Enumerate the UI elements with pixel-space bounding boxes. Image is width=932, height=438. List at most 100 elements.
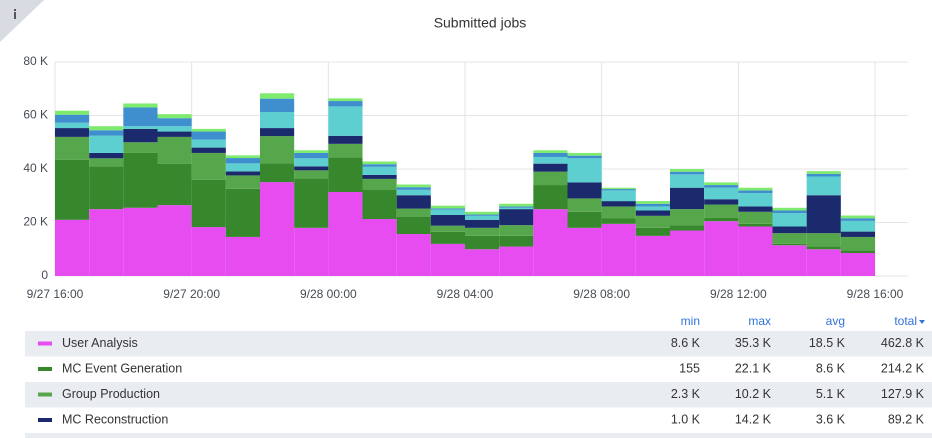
bar-segment: [499, 207, 534, 210]
legend-row-bg: [25, 331, 932, 357]
bar-segment: [806, 233, 841, 247]
bar-segment: [635, 210, 670, 216]
bar-segment: [123, 152, 158, 208]
legend-name[interactable]: User Analysis: [62, 336, 138, 350]
bar-segment: [499, 225, 534, 236]
legend-stat: 8.6 K: [816, 361, 846, 375]
bar-segment: [635, 227, 670, 236]
bar-segment: [89, 158, 124, 167]
bar-segment: [601, 201, 636, 207]
bars: [55, 93, 875, 276]
x-tick-label: 9/28 16:00: [847, 287, 904, 301]
bar-segment: [260, 98, 295, 113]
bar-segment: [806, 249, 841, 276]
bar-segment: [704, 182, 739, 186]
info-icon: [14, 12, 16, 19]
legend-header[interactable]: min: [681, 314, 700, 328]
bar-segment: [55, 114, 90, 123]
bar-segment: [396, 189, 431, 196]
legend-name[interactable]: Group Production: [62, 387, 160, 401]
bar-segment: [157, 131, 192, 137]
legend-header[interactable]: total: [894, 314, 917, 328]
legend-stat: 35.3 K: [735, 336, 772, 350]
bar-segment: [465, 214, 500, 216]
bar-segment: [635, 215, 670, 228]
x-tick-label: 9/28 12:00: [710, 287, 767, 301]
bar-segment: [396, 208, 431, 217]
legend-header[interactable]: avg: [826, 314, 845, 328]
bar-segment: [294, 178, 329, 228]
bar-segment: [123, 142, 158, 153]
bar-segment: [123, 107, 158, 127]
bar-segment: [806, 246, 841, 250]
bar-segment: [328, 157, 363, 193]
legend-name[interactable]: MC Event Generation: [62, 361, 182, 375]
bar-segment: [772, 213, 807, 227]
bar-segment: [772, 233, 807, 244]
legend-swatch: [38, 392, 52, 397]
bar-segment: [157, 136, 192, 164]
bar-segment: [396, 184, 431, 188]
bar-segment: [533, 171, 568, 186]
legend-row-bg: [25, 382, 932, 408]
bar-segment: [635, 203, 670, 207]
bar-segment: [328, 98, 363, 102]
bar-segment: [123, 128, 158, 143]
bar-segment: [225, 171, 260, 176]
bar-segment: [601, 206, 636, 219]
bar-segment: [396, 187, 431, 190]
bar-segment: [738, 190, 773, 194]
y-tick-label: 80 K: [23, 54, 48, 68]
bar-segment: [806, 176, 841, 196]
legend-stat: 18.5 K: [809, 336, 846, 350]
bar-segment: [533, 150, 568, 153]
bar-segment: [362, 161, 397, 165]
bar-segment: [362, 189, 397, 220]
bar-segment: [328, 143, 363, 158]
bar-segment: [362, 178, 397, 190]
bar-segment: [191, 139, 226, 148]
bar-segment: [328, 135, 363, 144]
bar-segment: [191, 128, 226, 132]
bar-segment: [328, 101, 363, 107]
bar-segment: [430, 208, 465, 210]
bar-segment: [260, 128, 295, 137]
bar-segment: [465, 211, 500, 215]
bar-segment: [294, 150, 329, 153]
info-corner[interactable]: [0, 0, 44, 42]
bar-segment: [670, 174, 705, 188]
legend-stat: 127.9 K: [881, 387, 925, 401]
bar-segment: [225, 163, 260, 172]
legend-name[interactable]: MC Reconstruction: [62, 412, 168, 426]
bar-segment: [396, 216, 431, 235]
bar-segment: [430, 215, 465, 226]
bar-segment: [635, 235, 670, 276]
bar-segment: [225, 236, 260, 276]
bar-segment: [499, 209, 534, 226]
bar-segment: [465, 215, 500, 220]
legend-stat: 214.2 K: [881, 361, 925, 375]
bar-segment: [225, 155, 260, 159]
bar-segment: [738, 226, 773, 276]
bar-segment: [635, 206, 670, 211]
bar-segment: [533, 156, 568, 164]
bar-segment: [225, 188, 260, 237]
bar-segment: [123, 126, 158, 129]
bar-segment: [772, 245, 807, 276]
bar-segment: [567, 155, 602, 159]
bar-segment: [362, 166, 397, 175]
bar-segment: [704, 204, 739, 218]
bar-segment: [55, 219, 90, 276]
bar-segment: [840, 252, 875, 276]
legend-header[interactable]: max: [748, 314, 771, 328]
bar-segment: [704, 217, 739, 222]
bar-segment: [362, 219, 397, 276]
bar-segment: [772, 210, 807, 214]
bar-segment: [191, 147, 226, 153]
bar-segment: [499, 203, 534, 207]
bar-segment: [55, 128, 90, 137]
bar-segment: [670, 225, 705, 231]
bar-segment: [157, 205, 192, 276]
legend-stat: 155: [679, 361, 700, 375]
